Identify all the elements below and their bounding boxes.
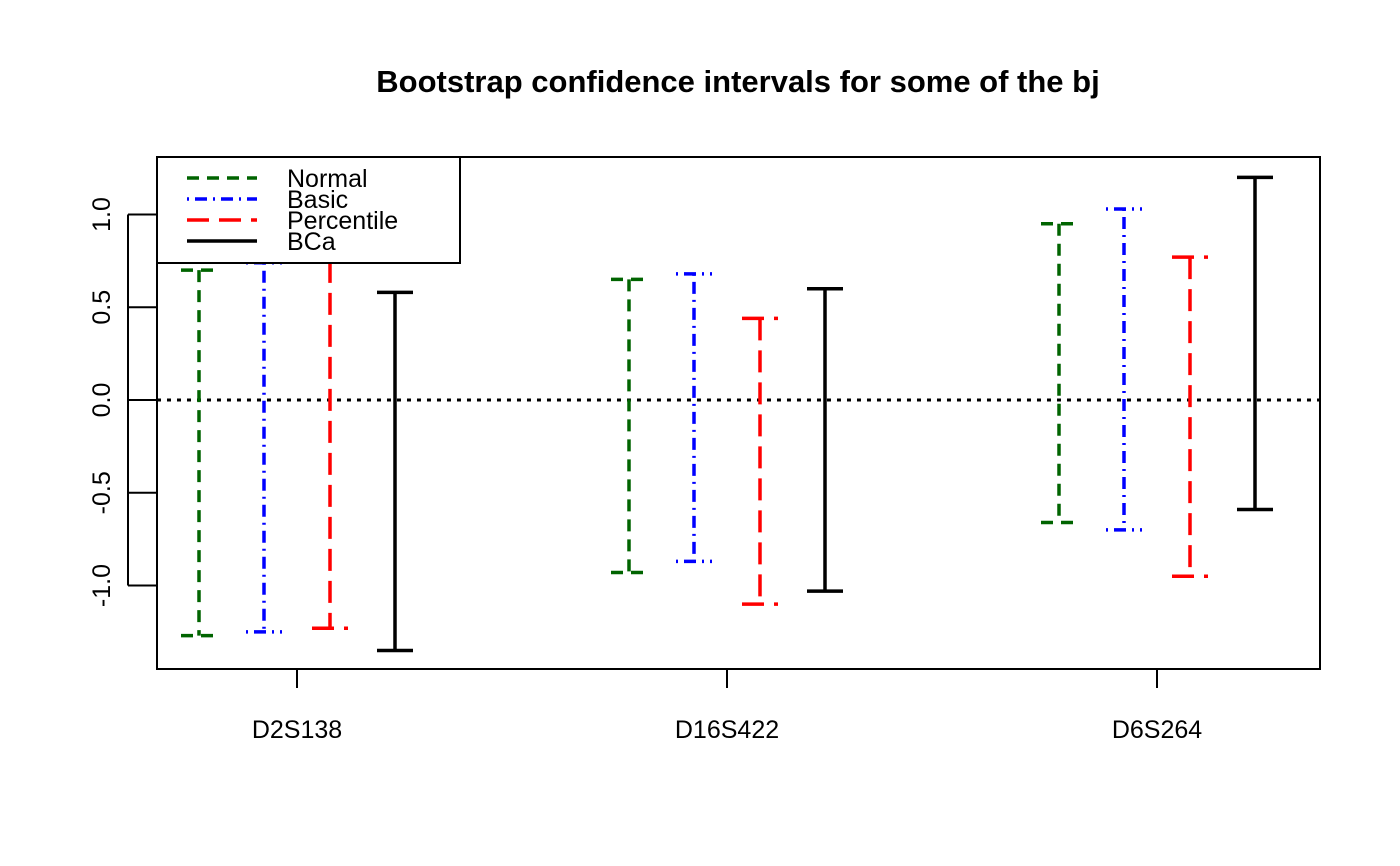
y-tick-label: 0.5 xyxy=(88,290,116,325)
y-axis: -1.0 -0.5 0.0 0.5 1.0 xyxy=(88,197,157,607)
chart-title: Bootstrap confidence intervals for some … xyxy=(376,64,1099,99)
x-tick-label: D6S264 xyxy=(1112,716,1202,744)
legend-label: Normal xyxy=(287,165,368,193)
x-tick-label: D16S422 xyxy=(675,716,779,744)
legend-label: Percentile xyxy=(287,207,398,235)
y-tick-label: 0.0 xyxy=(88,383,116,418)
y-tick-label: -0.5 xyxy=(88,471,116,514)
x-tick-label: D2S138 xyxy=(252,716,342,744)
y-tick-label: 1.0 xyxy=(88,197,116,232)
legend-label: Basic xyxy=(287,186,348,214)
legend-label: BCa xyxy=(287,228,336,256)
legend-box xyxy=(156,156,461,264)
y-tick-label: -1.0 xyxy=(88,564,116,607)
x-axis: D2S138 D16S422 D6S264 xyxy=(252,668,1202,744)
